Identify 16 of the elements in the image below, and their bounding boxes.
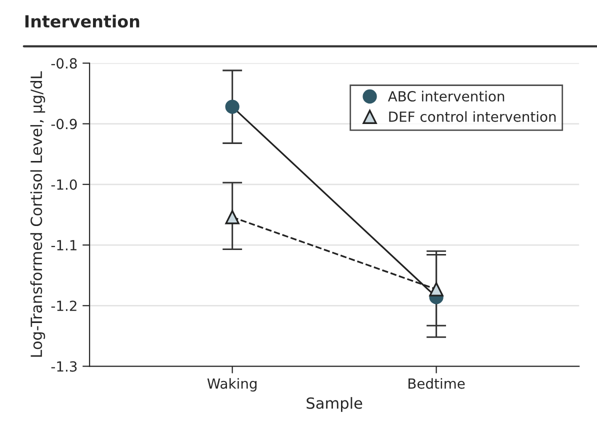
x-tick-label: Waking [207, 378, 257, 392]
point [225, 210, 240, 224]
y-tick-label: -0.8 [51, 58, 77, 69]
y-tick-label: -1.2 [51, 300, 76, 311]
y-tick-label: -1.3 [51, 361, 77, 372]
y-tick-label: -1.0 [51, 179, 77, 190]
y-tick-label: -1.1 [51, 240, 76, 250]
chart-title: Intervention [25, 14, 140, 28]
legend-label: DEF control intervention [389, 111, 556, 122]
y-tick-label: -0.9 [51, 118, 77, 130]
y-axis-title: Log-Transformed Cortisol Level, µg/dL [30, 71, 46, 357]
x-axis-title: Sample [306, 397, 362, 412]
legend-label: ABC intervention [388, 90, 504, 102]
point [429, 282, 444, 296]
x-tick-label: Bedtime [408, 378, 465, 389]
point [225, 100, 240, 114]
